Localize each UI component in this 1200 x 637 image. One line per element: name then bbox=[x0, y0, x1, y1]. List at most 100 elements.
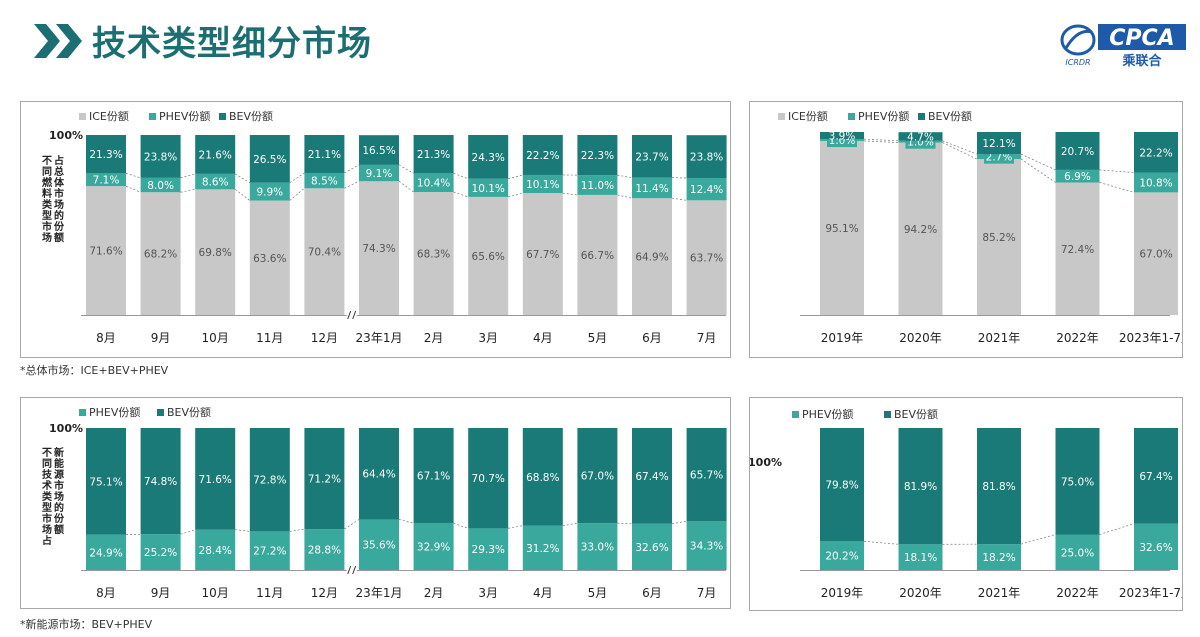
bar-bev bbox=[195, 428, 236, 530]
bar-bev bbox=[686, 135, 727, 179]
bar-bev bbox=[413, 135, 454, 174]
data-label-bev: 24.3% bbox=[472, 152, 505, 164]
legend-swatch-phev bbox=[79, 409, 86, 416]
axis-break-mark bbox=[347, 565, 352, 575]
legend-label-ice: ICE份额 bbox=[89, 110, 129, 123]
bar-bev bbox=[522, 428, 563, 526]
connector-line bbox=[1099, 169, 1135, 173]
bar-bev bbox=[1134, 428, 1178, 524]
data-label-phev: 32.6% bbox=[1139, 542, 1172, 554]
data-label-ice: 68.3% bbox=[417, 249, 450, 261]
x-tick-label: 2023年1-7月 bbox=[1119, 331, 1182, 345]
connector-line bbox=[562, 522, 578, 527]
bar-ice bbox=[86, 186, 126, 315]
data-label-bev: 79.8% bbox=[825, 480, 858, 492]
logo-sub-text: 乘联合 bbox=[1121, 53, 1162, 68]
bar-phev bbox=[249, 182, 290, 201]
x-tick-label: 11月 bbox=[256, 586, 283, 600]
y-axis-label-char: 总 bbox=[54, 165, 64, 178]
connector-line bbox=[234, 189, 251, 201]
y-axis-label-char: 不 bbox=[42, 447, 52, 459]
bar-bev bbox=[977, 428, 1021, 545]
bar-bev bbox=[1055, 132, 1100, 170]
legend-label-bev: BEV份额 bbox=[229, 110, 273, 123]
bar-phev bbox=[140, 534, 181, 570]
bar-phev bbox=[86, 173, 126, 187]
connector-line bbox=[1020, 534, 1056, 545]
data-label-bev: 67.0% bbox=[581, 471, 614, 483]
legend-swatch-ice bbox=[79, 113, 86, 120]
x-tick-label: 23年1月 bbox=[356, 586, 403, 600]
data-label-ice: 63.7% bbox=[690, 253, 723, 265]
y-axis-label-char: 不 bbox=[42, 155, 52, 167]
data-label-bev: 75.1% bbox=[89, 476, 122, 488]
x-tick-label: 8月 bbox=[96, 586, 116, 600]
data-label-bev: 67.4% bbox=[635, 471, 668, 483]
axis-break-mark bbox=[352, 565, 357, 575]
y-axis-label-char: 燃 bbox=[42, 176, 53, 189]
data-label-ice: 64.9% bbox=[635, 252, 668, 264]
data-label-ice: 74.3% bbox=[362, 243, 395, 255]
data-label-bev: 65.7% bbox=[690, 470, 723, 482]
top-label: 100% bbox=[750, 456, 782, 469]
axis-break-gap bbox=[346, 310, 357, 320]
data-label-phev: 20.2% bbox=[825, 551, 858, 563]
connector-line bbox=[671, 197, 687, 201]
bar-bev bbox=[898, 132, 943, 141]
data-label-ice: 95.1% bbox=[825, 223, 858, 235]
x-tick-label: 5月 bbox=[588, 331, 608, 345]
data-label-bev: 21.6% bbox=[199, 149, 232, 161]
panel-nev-yearly: PHEV份额 BEV份额 100% 20.2% 79.8% 2019年 18.1% 81.9%… bbox=[748, 397, 1193, 611]
data-label-phev: 11.0% bbox=[581, 180, 614, 192]
top-label: 100% bbox=[49, 129, 83, 142]
data-label-bev: 75.0% bbox=[1061, 476, 1094, 488]
panel-nev-monthly: PHEV份额 BEV份额 100% 不同技术类型市场占 新能源市场的份额 24.9% 75.… bbox=[20, 397, 731, 609]
data-label-bev: 22.3% bbox=[581, 150, 614, 162]
connector-line bbox=[508, 525, 523, 529]
data-label-ice: 94.2% bbox=[904, 224, 937, 236]
data-label-phev: 8.0% bbox=[147, 180, 174, 192]
x-tick-label: 2020年 bbox=[899, 586, 942, 600]
data-label-phev: 8.5% bbox=[311, 176, 338, 188]
data-label-phev: 28.8% bbox=[308, 545, 341, 557]
bar-phev bbox=[632, 523, 672, 570]
data-label-phev: 25.2% bbox=[144, 547, 177, 559]
x-tick-label: 5月 bbox=[588, 586, 608, 600]
connector-line bbox=[344, 180, 360, 189]
bar-phev bbox=[304, 172, 345, 189]
logo-small-text: ICRDR bbox=[1065, 58, 1090, 67]
bar-phev bbox=[1055, 169, 1100, 183]
bar-phev bbox=[249, 531, 290, 570]
bar-phev bbox=[359, 164, 399, 182]
data-label-phev: 10.1% bbox=[472, 183, 505, 195]
legend-swatch-phev bbox=[792, 411, 799, 418]
bar-bev bbox=[577, 428, 618, 524]
y-axis-label-char: 额 bbox=[54, 231, 64, 244]
top-label: 100% bbox=[49, 422, 83, 435]
connector-line bbox=[942, 140, 978, 155]
x-tick-label: 7月 bbox=[697, 586, 717, 600]
data-label-bev: 21.3% bbox=[417, 149, 450, 161]
data-label-phev: 6.9% bbox=[1064, 171, 1091, 183]
connector-line bbox=[1099, 182, 1135, 193]
y-axis-label-char: 体 bbox=[54, 176, 65, 189]
legend-swatch-phev bbox=[149, 113, 156, 120]
data-label-phev: 10.8% bbox=[1139, 178, 1172, 190]
y-axis-label-char: 术 bbox=[41, 479, 52, 492]
x-tick-label: 2019年 bbox=[821, 586, 864, 600]
bar-ice bbox=[686, 200, 727, 315]
y-axis-label-char: 新 bbox=[54, 446, 64, 459]
bar-bev bbox=[304, 135, 345, 173]
x-tick-label: 10月 bbox=[202, 586, 229, 600]
data-label-phev: 18.2% bbox=[982, 552, 1015, 564]
footnote-overall: *总体市场：ICE+BEV+PHEV bbox=[20, 364, 169, 377]
x-tick-label: 8月 bbox=[96, 331, 116, 345]
bar-bev bbox=[632, 428, 672, 524]
y-axis-label-char: 占 bbox=[54, 154, 64, 167]
data-label-phev: 27.2% bbox=[253, 546, 286, 558]
data-label-ice: 85.2% bbox=[982, 232, 1015, 244]
data-label-phev: 24.9% bbox=[89, 547, 122, 559]
x-tick-label: 2月 bbox=[424, 331, 444, 345]
logo-main-text: CPCA bbox=[1109, 26, 1174, 51]
